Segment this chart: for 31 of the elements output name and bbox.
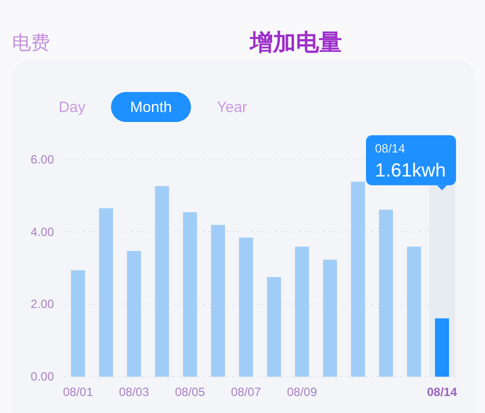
y-tick-label: 2.00 <box>30 297 54 312</box>
bar <box>71 270 85 377</box>
y-tick-label: 0.00 <box>30 370 54 384</box>
bar <box>211 224 225 377</box>
bar <box>351 182 365 377</box>
bar <box>323 260 337 377</box>
bar <box>127 250 141 377</box>
bar <box>99 208 113 377</box>
chart-title: 增加电量 <box>249 29 342 55</box>
bar <box>267 277 281 377</box>
x-tick-label: 08/01 <box>62 385 94 399</box>
x-tick-label: 08/09 <box>286 385 318 399</box>
text: Day <box>58 99 86 116</box>
text: Month <box>130 99 172 116</box>
text: 电费 <box>12 33 50 54</box>
x-tick-label: 08/14 <box>426 385 458 399</box>
bar <box>155 186 169 377</box>
bar <box>379 210 393 377</box>
bar <box>183 212 197 377</box>
annotation: 1.61kwh <box>375 160 446 182</box>
x-tick-label: 08/03 <box>118 385 150 399</box>
x-tick-label: 08/07 <box>230 385 262 399</box>
bar <box>407 246 421 377</box>
bar <box>295 246 309 377</box>
y-tick-label: 4.00 <box>30 224 54 239</box>
bar <box>435 318 449 377</box>
text: Year <box>216 99 248 116</box>
y-tick-label: 6.00 <box>30 152 54 166</box>
x-tick-label: 08/05 <box>174 385 206 399</box>
text: 08/14 <box>375 141 406 156</box>
bar <box>239 238 253 377</box>
